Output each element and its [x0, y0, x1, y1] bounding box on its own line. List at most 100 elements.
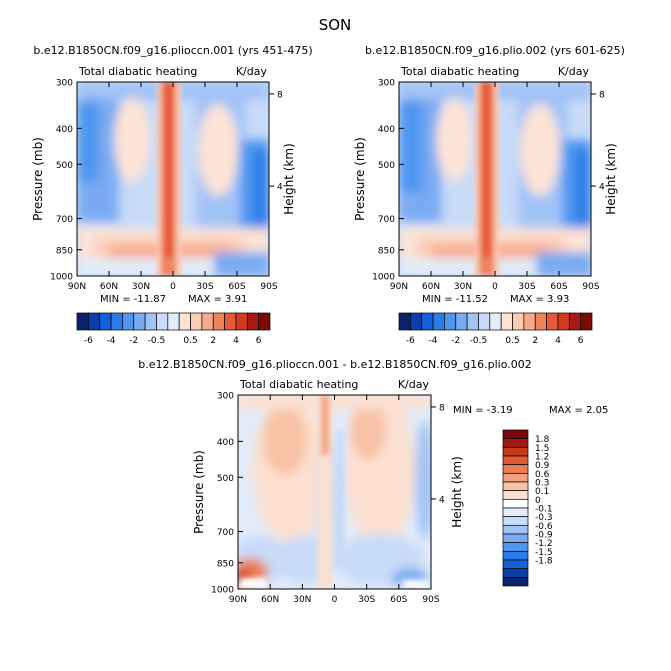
- colorbar-label: 6: [578, 336, 584, 346]
- panel-plio: b.e12.B1850CN.f09_g16.plio.002 (yrs 601-…: [353, 44, 625, 346]
- panel-1-max-label: MAX = 3.91: [188, 294, 247, 305]
- colorbar-swatch: [122, 312, 135, 331]
- x-tick-label: 90N: [390, 282, 408, 292]
- panel-1-subtitle-left: Total diabatic heating: [78, 65, 197, 78]
- y-tick-label: 850: [217, 559, 234, 569]
- colorbar-label: -0.5: [470, 336, 488, 346]
- x-tick-label: 90S: [422, 595, 439, 605]
- colorbar-swatch: [557, 312, 570, 331]
- y-tick-label: 500: [217, 474, 234, 484]
- x-tick-label: 30S: [196, 282, 213, 292]
- colorbar-swatch: [444, 312, 457, 331]
- colorbar-label: -1.5: [535, 548, 553, 558]
- right-tick-label: 8: [599, 90, 605, 100]
- y-tick-label: 700: [378, 215, 395, 225]
- panel-3-colorbar: 1.81.51.20.90.60.30.10-0.1-0.3-0.6-0.9-1…: [502, 429, 553, 587]
- x-tick-label: 90S: [260, 282, 277, 292]
- panel-difference: b.e12.B1850CN.f09_g16.plioccn.001 - b.e1…: [138, 358, 608, 605]
- colorbar-label: 1.8: [535, 435, 550, 445]
- panel-2-subtitle-right: K/day: [558, 65, 590, 78]
- x-tick-label: 0: [332, 595, 338, 605]
- colorbar-label: 4: [555, 336, 561, 346]
- colorbar-swatch: [580, 312, 593, 331]
- colorbar-swatch: [502, 481, 529, 492]
- colorbar-swatch: [212, 312, 225, 331]
- panel-1-min-label: MIN = -11.87: [100, 294, 166, 305]
- colorbar-swatch: [478, 312, 491, 331]
- x-tick-label: 90S: [582, 282, 599, 292]
- right-tick-label: 4: [277, 183, 283, 193]
- colorbar-swatch: [110, 312, 123, 331]
- colorbar-swatch: [502, 446, 529, 457]
- colorbar-swatch: [523, 312, 536, 331]
- colorbar-swatch: [99, 312, 112, 331]
- panel-2-ylabel-right: Height (km): [604, 143, 618, 214]
- colorbar-label: -0.5: [148, 336, 166, 346]
- colorbar-label: 0.6: [535, 470, 550, 480]
- panel-2-subtitle-left: Total diabatic heating: [400, 65, 519, 78]
- colorbar-swatch: [178, 312, 191, 331]
- panel-1-colorbar: -6 -4 -2 -0.5 0.5 2 4 6: [76, 312, 271, 346]
- colorbar-label: -0.1: [535, 505, 553, 515]
- x-tick-label: 60S: [550, 282, 567, 292]
- x-tick-label: 30N: [132, 282, 150, 292]
- panel-2-max-label: MAX = 3.93: [510, 294, 569, 305]
- colorbar-swatch: [502, 576, 529, 587]
- colorbar-swatch: [502, 464, 529, 474]
- x-tick-label: 60S: [390, 595, 407, 605]
- colorbar-swatch: [455, 312, 468, 331]
- colorbar-label: 0: [535, 496, 541, 506]
- colorbar-swatch: [502, 438, 529, 448]
- colorbar-swatch: [489, 312, 502, 331]
- y-tick-label: 1000: [50, 273, 73, 283]
- x-tick-label: 30N: [454, 282, 472, 292]
- colorbar-label: 2: [210, 336, 216, 346]
- panel-1-title: b.e12.B1850CN.f09_g16.plioccn.001 (yrs 4…: [33, 44, 312, 57]
- panel-2-ylabel: Pressure (mb): [353, 137, 367, 221]
- x-tick-label: 0: [492, 282, 498, 292]
- y-tick-label: 700: [56, 215, 73, 225]
- x-tick-label: 60N: [261, 595, 279, 605]
- colorbar-swatch: [88, 312, 101, 331]
- panel-1-contour-field: [77, 82, 269, 276]
- colorbar-swatch: [502, 524, 529, 535]
- y-tick-label: 400: [378, 125, 395, 135]
- colorbar-label: -4: [107, 336, 116, 346]
- colorbar-label: 0.3: [535, 479, 549, 489]
- colorbar-swatch: [512, 312, 525, 331]
- colorbar-label: -2: [129, 336, 138, 346]
- colorbar-swatch: [568, 312, 581, 331]
- colorbar-swatch: [235, 312, 248, 331]
- panel-2-contour-field: [399, 82, 591, 276]
- y-tick-label: 400: [217, 438, 234, 448]
- x-tick-label: 60S: [228, 282, 245, 292]
- y-tick-label: 400: [56, 125, 73, 135]
- panel-3-title: b.e12.B1850CN.f09_g16.plioccn.001 - b.e1…: [138, 358, 532, 371]
- colorbar-swatch: [224, 312, 237, 331]
- panel-3-max-label: MAX = 2.05: [549, 405, 608, 416]
- colorbar-swatch: [398, 312, 411, 331]
- colorbar-label: -6: [406, 336, 415, 346]
- x-tick-label: 90N: [229, 595, 247, 605]
- panel-1-subtitle-right: K/day: [236, 65, 268, 78]
- colorbar-swatch: [500, 312, 513, 331]
- x-tick-label: 30N: [293, 595, 311, 605]
- colorbar-swatch: [421, 312, 434, 331]
- panel-1-ylabel: Pressure (mb): [31, 137, 45, 221]
- colorbar-swatch: [502, 568, 529, 578]
- right-tick-label: 8: [277, 90, 283, 100]
- right-tick-label: 4: [439, 496, 445, 506]
- y-tick-label: 300: [56, 79, 73, 89]
- colorbar-swatch: [502, 429, 529, 440]
- x-tick-label: 60N: [422, 282, 440, 292]
- colorbar-label: -1.8: [535, 557, 553, 567]
- x-tick-label: 90N: [68, 282, 86, 292]
- y-tick-label: 850: [56, 246, 73, 256]
- y-tick-label: 500: [378, 161, 395, 171]
- colorbar-swatch: [502, 507, 529, 518]
- x-tick-label: 30S: [518, 282, 535, 292]
- colorbar-swatch: [502, 490, 529, 500]
- y-tick-label: 300: [217, 392, 234, 402]
- colorbar-swatch: [133, 312, 146, 331]
- colorbar-swatch: [76, 312, 89, 331]
